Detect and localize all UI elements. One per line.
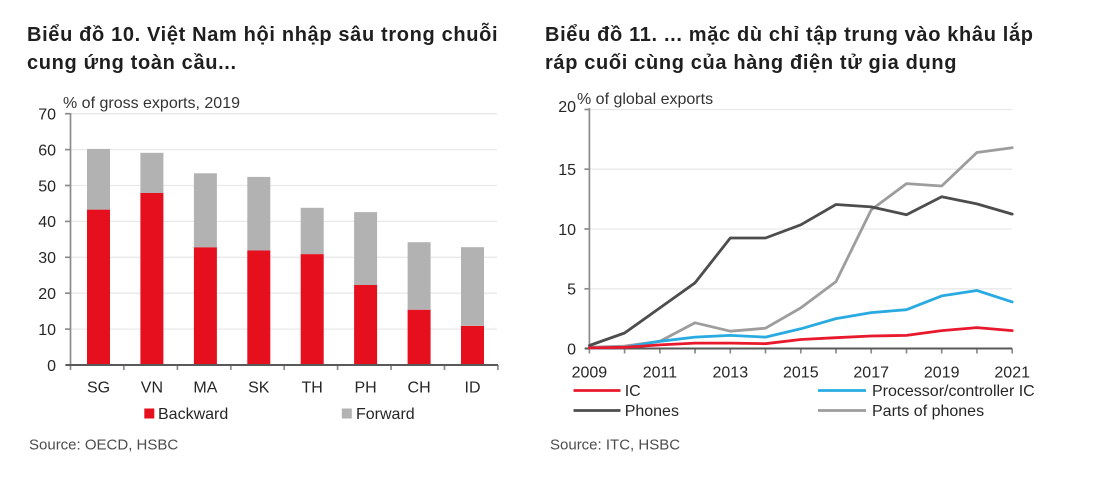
svg-text:5: 5 bbox=[567, 282, 576, 299]
svg-text:IC: IC bbox=[625, 383, 641, 400]
svg-text:70: 70 bbox=[38, 107, 56, 124]
svg-text:2013: 2013 bbox=[713, 365, 749, 382]
svg-text:Source: OECD, HSBC: Source: OECD, HSBC bbox=[29, 437, 178, 454]
svg-text:30: 30 bbox=[38, 250, 56, 267]
svg-text:2015: 2015 bbox=[783, 365, 819, 382]
svg-text:Processor/controller IC: Processor/controller IC bbox=[872, 383, 1035, 400]
svg-text:MA: MA bbox=[193, 380, 217, 397]
svg-text:VN: VN bbox=[141, 380, 163, 397]
svg-text:50: 50 bbox=[38, 178, 56, 195]
svg-text:Forward: Forward bbox=[356, 406, 415, 423]
svg-text:10: 10 bbox=[38, 322, 56, 339]
svg-text:SK: SK bbox=[248, 380, 270, 397]
svg-text:PH: PH bbox=[354, 380, 376, 397]
svg-text:60: 60 bbox=[38, 142, 56, 159]
svg-text:2021: 2021 bbox=[994, 365, 1030, 382]
svg-text:0: 0 bbox=[47, 358, 56, 375]
svg-text:20: 20 bbox=[38, 286, 56, 303]
svg-text:0: 0 bbox=[567, 341, 576, 358]
svg-text:Phones: Phones bbox=[625, 403, 679, 420]
svg-text:15: 15 bbox=[558, 162, 576, 179]
svg-text:CH: CH bbox=[408, 380, 431, 397]
svg-text:Backward: Backward bbox=[158, 406, 228, 423]
svg-text:SG: SG bbox=[87, 380, 110, 397]
svg-text:10: 10 bbox=[558, 222, 576, 239]
svg-text:2011: 2011 bbox=[643, 365, 678, 382]
svg-text:40: 40 bbox=[38, 214, 56, 231]
svg-text:Source: ITC, HSBC: Source: ITC, HSBC bbox=[550, 437, 680, 454]
svg-text:TH: TH bbox=[302, 380, 323, 397]
svg-text:% of global exports: % of global exports bbox=[577, 91, 713, 108]
svg-text:2009: 2009 bbox=[572, 365, 608, 382]
svg-text:Parts of phones: Parts of phones bbox=[872, 403, 984, 420]
svg-text:2019: 2019 bbox=[924, 365, 960, 382]
svg-text:2017: 2017 bbox=[853, 365, 889, 382]
svg-text:% of gross exports, 2019: % of gross exports, 2019 bbox=[63, 95, 240, 112]
svg-text:ID: ID bbox=[465, 380, 481, 397]
svg-text:20: 20 bbox=[558, 99, 576, 116]
